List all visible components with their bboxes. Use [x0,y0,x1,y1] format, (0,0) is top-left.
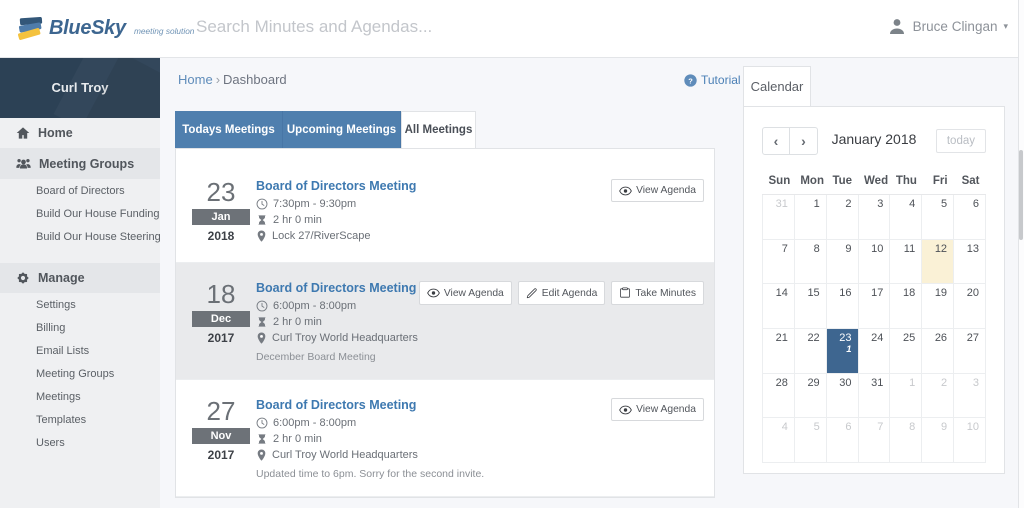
svg-text:?: ? [688,76,693,85]
